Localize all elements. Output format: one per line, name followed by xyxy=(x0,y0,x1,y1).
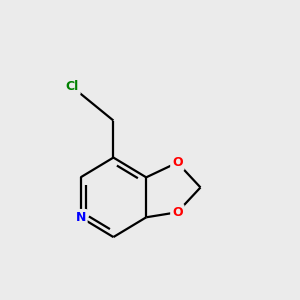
Text: Cl: Cl xyxy=(66,80,79,93)
Text: N: N xyxy=(75,211,86,224)
Text: O: O xyxy=(172,206,183,219)
Text: O: O xyxy=(172,156,183,169)
